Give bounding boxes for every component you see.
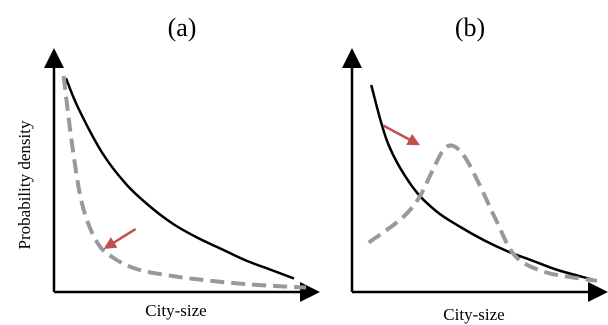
panel-b-plot-area <box>367 84 598 283</box>
panel-a-plot-area <box>61 75 307 290</box>
panel-b-series-solid-line <box>369 84 598 282</box>
panel-a: (a) Probability density City-size <box>15 13 320 320</box>
panel-b-x-axis-label: City-size <box>443 305 504 324</box>
panel-b-series-dashed-line <box>367 143 598 283</box>
panel-b-label: (b) <box>455 13 485 42</box>
panel-a-y-axis-label: Probability density <box>15 120 34 249</box>
panel-a-shift-arrow <box>103 227 137 249</box>
panel-b: (b) City-size <box>342 13 608 324</box>
panel-a-series-dashed-line <box>61 75 307 290</box>
panel-a-label: (a) <box>168 13 197 42</box>
panel-b-shift-arrow <box>382 124 421 146</box>
panel-a-x-axis-label: City-size <box>145 301 206 320</box>
panel-a-series-solid-line <box>64 77 295 280</box>
